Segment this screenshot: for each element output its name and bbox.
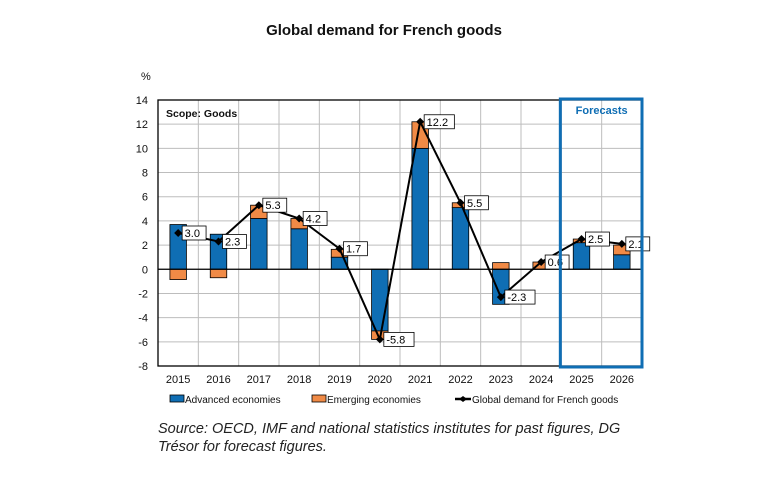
chart-title: Global demand for French goods [266, 22, 502, 39]
legend-label: Advanced economies [185, 395, 281, 406]
line-point [335, 244, 344, 253]
data-label-box [181, 225, 207, 241]
bar-advanced-economies [613, 254, 631, 270]
y-tick-label: 2 [142, 240, 148, 252]
y-tick-label: 4 [142, 216, 148, 228]
legend-label: Emerging economies [327, 395, 421, 406]
data-label-box [383, 331, 415, 347]
legend-swatch [169, 394, 185, 403]
x-tick-label: 2026 [610, 374, 634, 386]
bar-advanced-economies [572, 242, 591, 270]
data-label: 2.5 [588, 234, 603, 246]
data-label-box [625, 236, 651, 252]
bar-advanced-economies [290, 228, 308, 270]
line-point [617, 239, 626, 248]
bar-advanced-economies [371, 268, 389, 332]
legend-label: Global demand for French goods [472, 395, 618, 406]
line-point [456, 198, 465, 207]
data-label: 12.2 [427, 117, 448, 129]
data-label-box [464, 195, 489, 211]
bar-emerging-economies [492, 262, 510, 270]
y-tick-label: -8 [138, 361, 148, 373]
data-label-box [585, 231, 610, 247]
line-point [214, 237, 223, 246]
legend-marker [459, 396, 467, 402]
line-point [577, 235, 586, 244]
line-point [254, 201, 263, 210]
bar-emerging-economies [209, 268, 228, 279]
legend-swatch [311, 394, 327, 403]
line-point [496, 293, 505, 302]
x-tick-label: 2021 [408, 374, 432, 386]
x-tick-label: 2017 [247, 374, 271, 386]
y-tick-label: -6 [138, 337, 148, 349]
x-tick-label: 2024 [529, 374, 553, 386]
y-tick-label: 8 [142, 168, 148, 180]
x-tick-label: 2018 [287, 374, 311, 386]
data-label: 4.2 [306, 213, 321, 225]
data-label-box [544, 254, 570, 270]
forecast-box [558, 97, 644, 369]
y-tick-label: -4 [138, 313, 148, 325]
line-point [416, 117, 425, 126]
forecast-label: Forecasts [576, 105, 628, 117]
x-tick-label: 2015 [166, 374, 190, 386]
data-label: 2.1 [628, 239, 643, 251]
y-tick-label: 14 [136, 95, 148, 107]
y-tick-label: 0 [142, 264, 148, 276]
data-label: 2.3 [225, 236, 240, 248]
y-tick-label: 10 [136, 143, 148, 155]
data-label-box [504, 289, 536, 305]
y-tick-label: 12 [136, 119, 148, 131]
bar-advanced-economies [250, 218, 268, 270]
bar-advanced-economies [411, 147, 429, 270]
x-tick-label: 2020 [368, 374, 392, 386]
line-point [174, 229, 183, 237]
x-tick-label: 2023 [489, 374, 513, 386]
data-label: -5.8 [386, 334, 405, 346]
y-tick-label: 6 [142, 192, 148, 204]
x-tick-label: 2022 [448, 374, 472, 386]
y-tick-label: -2 [138, 288, 148, 300]
scope-annotation: Scope: Goods [166, 108, 237, 120]
data-label-box [343, 241, 368, 257]
data-label: 5.3 [265, 200, 280, 212]
data-label: 1.7 [346, 244, 361, 256]
x-tick-label: 2025 [569, 374, 593, 386]
data-label-box [423, 114, 455, 130]
line-point [537, 258, 546, 267]
line-point [375, 335, 384, 344]
data-label: 5.5 [467, 198, 482, 210]
x-tick-label: 2016 [206, 374, 230, 386]
x-tick-label: 2019 [327, 374, 351, 386]
data-label-box [262, 197, 288, 213]
bar-emerging-economies [169, 268, 187, 280]
data-label-box [222, 234, 247, 249]
data-label: 3.0 [185, 228, 200, 240]
data-label: -2.3 [507, 292, 526, 304]
source-note: Source: OECD, IMF and national statistic… [158, 421, 621, 455]
data-label-box [302, 211, 328, 226]
line-point [295, 214, 304, 223]
y-axis-label: % [141, 71, 151, 83]
